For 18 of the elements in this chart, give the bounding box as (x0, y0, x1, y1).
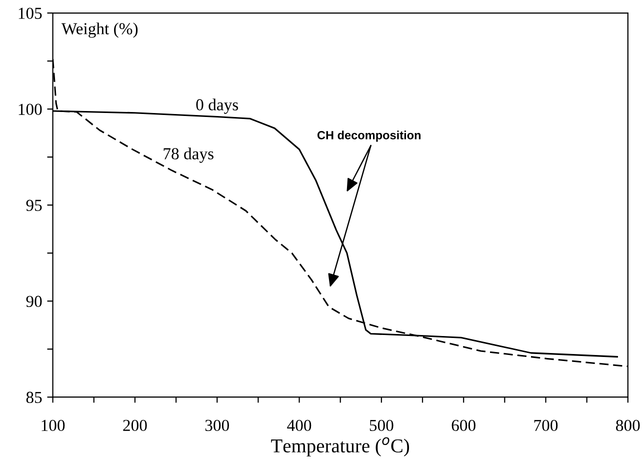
x-tick-label: 100 (42, 420, 65, 432)
y-tick-label: 105 (18, 8, 42, 19)
x-axis-title: Temperature ($^{o}$C) (271, 437, 410, 456)
series-label: 78 days (164, 148, 214, 163)
x-tick-label: 500 (370, 420, 394, 432)
y-tick-label: 95 (26, 200, 42, 212)
annotation: CH decomposition (317, 130, 421, 142)
y-tick-label: 100 (18, 104, 42, 115)
y-tick-label: 90 (26, 296, 42, 308)
x-tick-label: 400 (287, 420, 312, 432)
y-tick-label: 85 (26, 392, 42, 404)
x-tick-label: 300 (205, 420, 229, 432)
y-axis-title: Weight (%) (61, 22, 138, 38)
x-tick-label: 200 (123, 420, 147, 432)
series-label: 0 days (196, 98, 238, 114)
x-tick-label: 600 (452, 420, 476, 432)
x-tick-label: 800 (616, 420, 640, 432)
x-tick-label: 700 (534, 420, 558, 432)
